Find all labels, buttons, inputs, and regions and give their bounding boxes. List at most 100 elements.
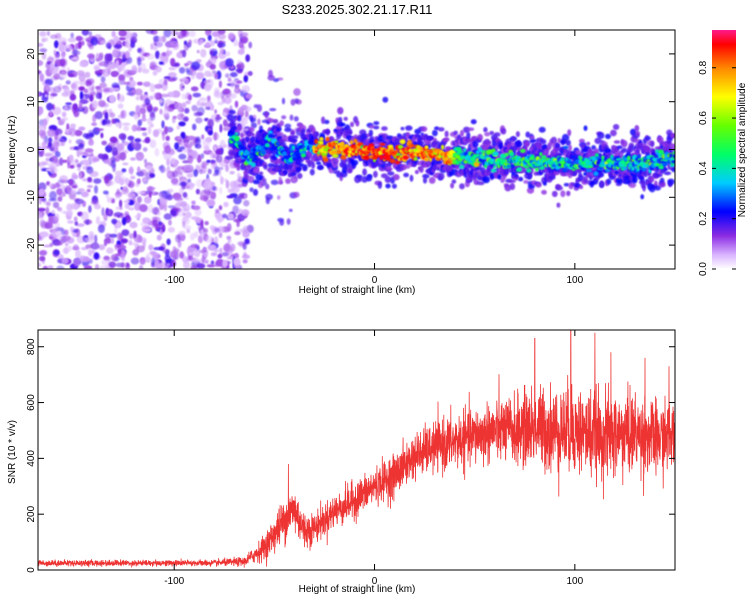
noise-blob bbox=[216, 114, 221, 118]
ridge-halo-blob bbox=[620, 140, 628, 148]
ridge-halo-blob bbox=[565, 139, 571, 147]
ridge-halo-blob bbox=[660, 181, 666, 188]
ridge-core-blob bbox=[332, 153, 339, 158]
noise-blob bbox=[54, 40, 59, 49]
noise-blob bbox=[96, 128, 104, 132]
noise-blob bbox=[85, 219, 90, 225]
noise-blob bbox=[47, 265, 54, 269]
noise-blob bbox=[107, 39, 115, 47]
noise-blob bbox=[242, 259, 248, 264]
ridge-halo-blob bbox=[373, 125, 380, 130]
ridge-core-blob bbox=[583, 172, 587, 176]
snr-ytick-label: 600 bbox=[26, 394, 37, 411]
noise-blob bbox=[73, 258, 81, 267]
noise-blob bbox=[168, 219, 172, 226]
noise-blob bbox=[61, 258, 69, 264]
noise-blob bbox=[132, 113, 140, 119]
ridge-halo-blob bbox=[236, 164, 241, 171]
ridge-halo-blob bbox=[645, 146, 651, 152]
ridge-halo-blob bbox=[484, 140, 492, 145]
ridge-core-blob bbox=[605, 169, 611, 172]
colorbar-tick-label: 0.4 bbox=[698, 161, 709, 175]
ridge-halo-blob bbox=[518, 176, 524, 182]
noise-blob bbox=[178, 67, 186, 74]
noise-blob bbox=[164, 102, 168, 111]
noise-blob bbox=[136, 126, 143, 132]
noise-blob bbox=[236, 64, 243, 69]
ridge-halo-blob bbox=[597, 132, 605, 139]
noise-blob bbox=[116, 222, 122, 228]
ridge-halo-blob bbox=[264, 111, 269, 118]
noise-blob bbox=[115, 59, 120, 69]
ridge-halo-blob bbox=[515, 131, 521, 138]
ridge-halo-blob bbox=[382, 96, 389, 103]
noise-blob bbox=[79, 150, 83, 156]
noise-blob bbox=[241, 209, 250, 217]
noise-blob bbox=[161, 190, 171, 199]
noise-blob bbox=[225, 58, 234, 68]
noise-blob bbox=[171, 90, 181, 98]
noise-blob bbox=[200, 229, 205, 238]
noise-blob bbox=[98, 244, 106, 251]
noise-blob bbox=[154, 147, 160, 157]
noise-blob bbox=[245, 93, 253, 99]
ridge-core-blob bbox=[523, 165, 530, 169]
ridge-core-blob bbox=[548, 161, 555, 164]
noise-blob bbox=[154, 84, 163, 89]
noise-blob bbox=[158, 36, 163, 42]
noise-blob bbox=[140, 222, 145, 226]
ridge-core-blob bbox=[300, 153, 306, 158]
noise-blob bbox=[80, 211, 89, 221]
ridge-core-blob bbox=[264, 143, 270, 148]
noise-blob bbox=[39, 231, 49, 238]
ridge-core-blob bbox=[260, 150, 267, 155]
noise-blob bbox=[111, 30, 116, 38]
ridge-halo-blob bbox=[373, 121, 380, 126]
noise-blob bbox=[63, 246, 69, 255]
noise-blob bbox=[122, 162, 129, 166]
noise-blob bbox=[93, 178, 102, 184]
noise-blob bbox=[81, 159, 89, 165]
ridge-halo-blob bbox=[539, 138, 547, 145]
ridge-core-blob bbox=[268, 130, 273, 135]
noise-blob bbox=[164, 145, 172, 154]
noise-blob bbox=[78, 255, 87, 263]
noise-blob bbox=[182, 192, 188, 198]
noise-blob bbox=[136, 178, 141, 185]
noise-blob bbox=[148, 244, 154, 251]
noise-blob bbox=[53, 85, 62, 93]
noise-blob bbox=[57, 37, 67, 44]
noise-blob bbox=[225, 73, 230, 78]
noise-blob bbox=[100, 40, 107, 45]
noise-blob bbox=[38, 42, 44, 47]
noise-blob bbox=[222, 259, 229, 268]
noise-blob bbox=[79, 71, 84, 77]
noise-blob bbox=[243, 199, 250, 207]
noise-blob bbox=[182, 49, 187, 58]
noise-blob bbox=[105, 66, 111, 72]
ridge-halo-blob bbox=[391, 183, 397, 189]
noise-blob bbox=[149, 113, 156, 121]
ridge-core-blob bbox=[530, 154, 535, 160]
colorbar-tick-label: 0.0 bbox=[698, 262, 709, 276]
spectrogram-ytick-label: 0 bbox=[26, 146, 37, 152]
ridge-halo-blob bbox=[563, 182, 570, 187]
noise-blob bbox=[241, 85, 250, 94]
noise-blob bbox=[205, 235, 213, 244]
ridge-halo-blob bbox=[526, 187, 535, 194]
ridge-halo-blob bbox=[538, 126, 546, 133]
noise-blob bbox=[75, 35, 83, 42]
noise-blob bbox=[115, 206, 120, 211]
noise-blob bbox=[57, 133, 63, 141]
noise-blob bbox=[79, 79, 87, 86]
noise-blob bbox=[107, 209, 111, 215]
noise-blob bbox=[236, 80, 243, 84]
noise-blob bbox=[76, 223, 85, 227]
noise-blob bbox=[229, 181, 238, 189]
spectrogram-ylabel: Frequency (Hz) bbox=[7, 116, 18, 185]
noise-blob bbox=[198, 97, 208, 102]
noise-blob bbox=[179, 181, 188, 187]
noise-blob bbox=[215, 208, 220, 214]
ridge-halo-blob bbox=[470, 119, 477, 125]
